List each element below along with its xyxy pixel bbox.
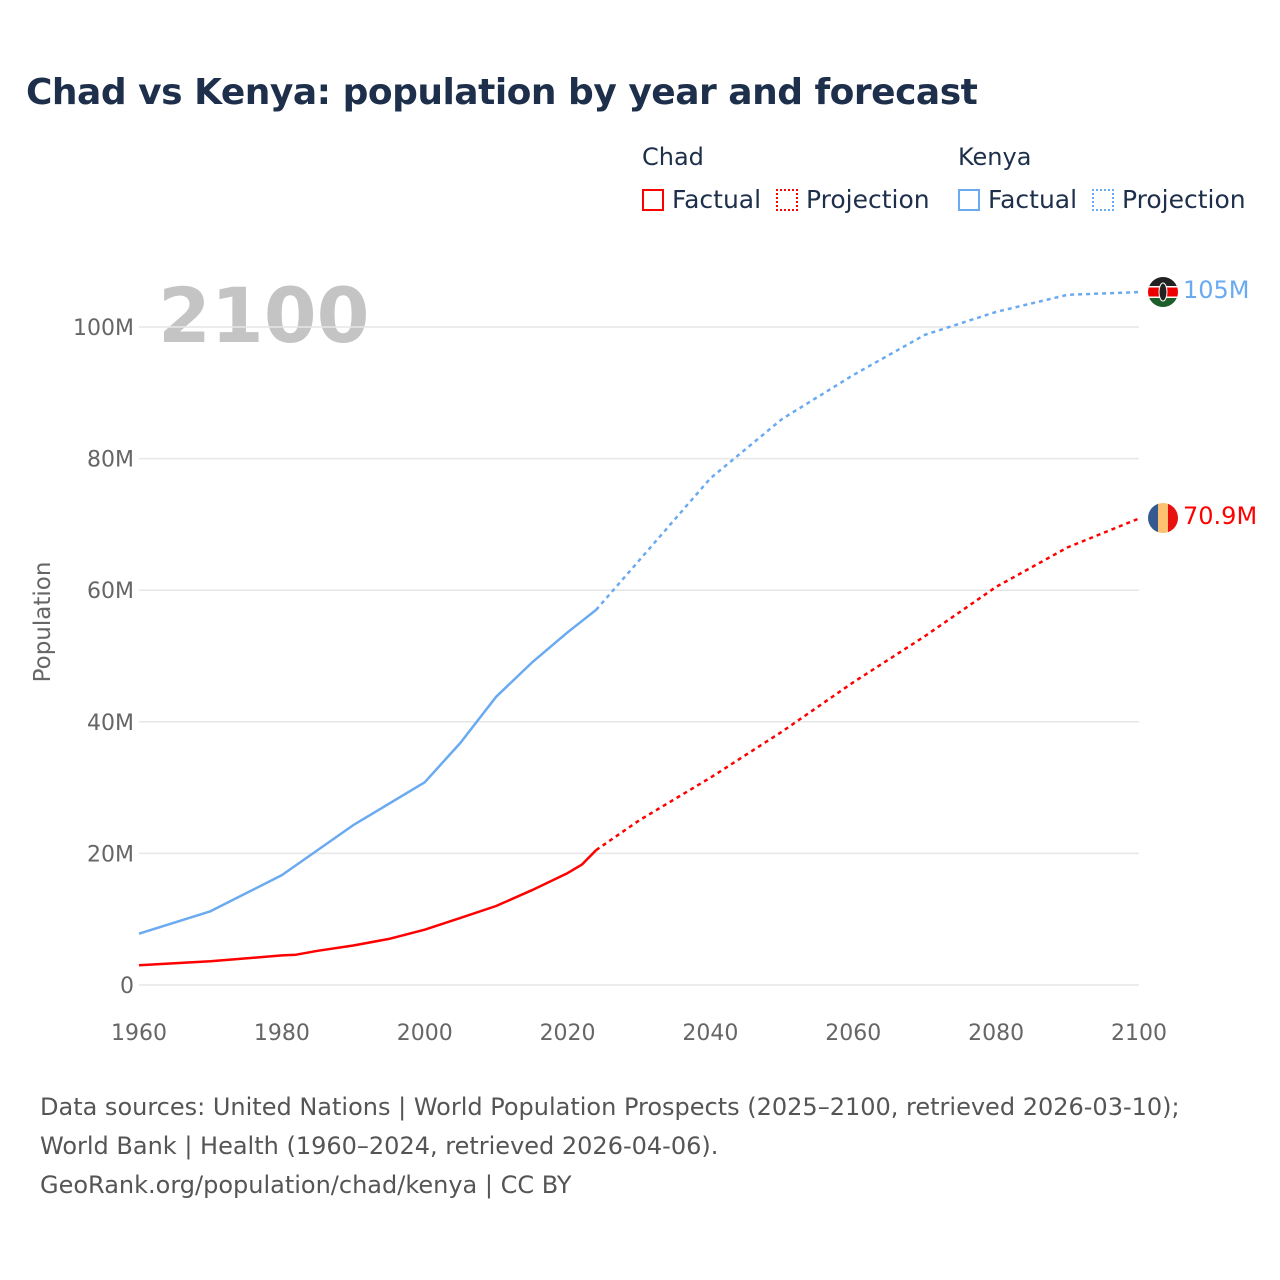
x-tick-label: 1960	[111, 1021, 167, 1046]
legend-chad-factual[interactable]: Factual	[642, 185, 761, 214]
year-watermark: 2100	[158, 271, 370, 360]
y-tick-label: 20M	[87, 842, 134, 867]
y-tick-label: 0	[120, 974, 134, 999]
legend-kenya-projection[interactable]: Projection	[1092, 185, 1246, 214]
footer: Data sources: United Nations | World Pop…	[40, 1088, 1240, 1205]
chart-title: Chad vs Kenya: population by year and fo…	[26, 72, 978, 113]
y-tick-label: 100M	[73, 316, 134, 341]
kenya-end-label: 105M	[1183, 276, 1250, 304]
y-axis-label: Population	[30, 562, 56, 683]
dotted-swatch-icon	[1092, 188, 1114, 211]
kenya-projection-line	[595, 290, 1140, 611]
chad-factual-line	[138, 849, 597, 967]
legend-chad-projection[interactable]: Projection	[776, 185, 930, 214]
legend-kenya-factual[interactable]: Factual	[958, 185, 1077, 214]
x-tick-label: 2020	[540, 1021, 596, 1046]
chart-area: 2100 0 20M 40M 60M 80M 100M 1960 1980 2000 2020 20…	[30, 271, 1257, 1046]
dotted-swatch-icon	[776, 188, 798, 211]
x-tick-label: 2000	[397, 1021, 453, 1046]
legend-group-kenya: Kenya	[958, 143, 1032, 171]
solid-swatch-icon	[958, 188, 980, 211]
kenya-flag-icon	[1148, 277, 1178, 307]
credit-link[interactable]: GeoRank.org/population/chad/kenya | CC B…	[40, 1171, 572, 1199]
x-tick-label: 2100	[1111, 1021, 1167, 1046]
legend-label: Projection	[806, 185, 930, 214]
y-tick-label: 40M	[87, 711, 134, 736]
legend-label: Factual	[988, 185, 1078, 214]
y-tick-label: 60M	[87, 579, 134, 604]
legend-label: Projection	[1122, 185, 1246, 214]
chad-flag-icon	[1148, 503, 1178, 533]
chad-end-label: 70.9M	[1183, 502, 1257, 530]
x-tick-label: 2040	[682, 1021, 738, 1046]
x-tick-label: 2060	[825, 1021, 881, 1046]
y-tick-label: 80M	[87, 448, 134, 473]
legend-group-chad: Chad	[642, 143, 704, 171]
x-tick-label: 2080	[968, 1021, 1024, 1046]
x-tick-label: 1980	[254, 1021, 310, 1046]
solid-swatch-icon	[642, 188, 664, 211]
legend-label: Factual	[672, 185, 762, 214]
kenya-factual-line	[138, 608, 597, 935]
data-sources: Data sources: United Nations | World Pop…	[40, 1093, 1180, 1160]
chad-projection-line	[595, 517, 1140, 852]
